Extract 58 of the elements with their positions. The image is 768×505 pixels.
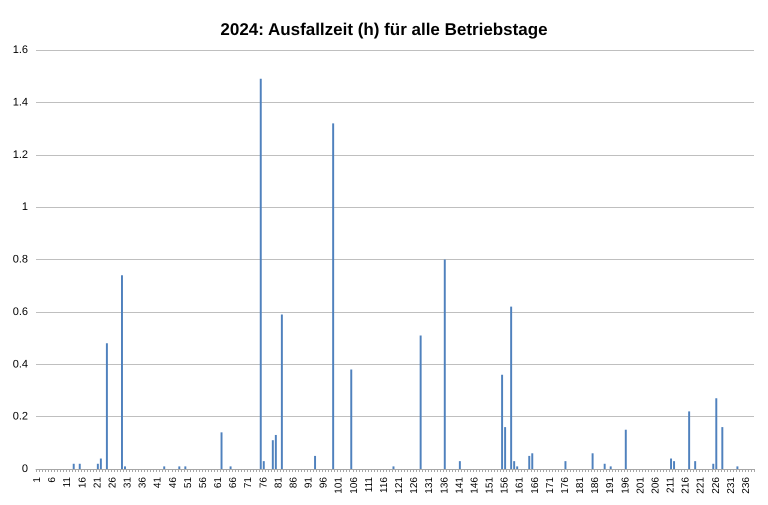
x-tick-label: 56	[198, 476, 209, 488]
x-tick-label: 191	[605, 476, 616, 494]
y-tick-label: 1.2	[12, 148, 28, 161]
x-tick-label: 11	[62, 476, 74, 488]
x-tick-label: 31	[122, 476, 134, 488]
x-tick-label: 41	[152, 476, 164, 488]
y-tick-label: 0.4	[12, 358, 28, 370]
x-tick-label: 121	[394, 476, 406, 494]
y-tick-label: 0.8	[12, 254, 28, 266]
x-tick-label: 131	[424, 476, 436, 494]
x-tick-label: 221	[696, 476, 707, 494]
x-tick-label: 211	[666, 476, 677, 493]
x-tick-label: 96	[318, 476, 330, 488]
x-tick-label: 231	[726, 476, 737, 494]
x-tick-label: 6	[47, 476, 58, 483]
x-tick-label: 51	[182, 476, 194, 488]
x-tick-label: 166	[530, 476, 541, 494]
x-tick-label: 46	[168, 476, 179, 488]
y-tick-label: 1.4	[12, 96, 28, 108]
x-tick-label: 106	[348, 476, 360, 494]
x-tick-label: 1	[32, 476, 44, 483]
chart-title: 2024: Ausfallzeit (h) für alle Betriebstage	[220, 20, 548, 39]
x-tick-label: 81	[273, 476, 284, 488]
y-tick-label: 0	[22, 463, 28, 475]
x-tick-label: 126	[409, 476, 420, 494]
x-tick-label: 101	[334, 476, 345, 494]
x-tick-label: 196	[620, 476, 632, 494]
x-tick-label: 201	[635, 476, 646, 494]
x-tick-label: 91	[304, 476, 315, 488]
x-tick-label: 161	[514, 476, 526, 494]
y-tick-label: 0.2	[12, 410, 28, 423]
x-tick-label: 216	[680, 476, 692, 494]
x-tick-label: 176	[560, 476, 571, 494]
x-tick-label: 61	[213, 476, 224, 488]
x-tick-label: 76	[258, 476, 270, 488]
x-tick-label: 156	[500, 476, 511, 494]
x-tick-label: 66	[228, 476, 240, 488]
x-tick-label: 26	[107, 476, 118, 488]
x-tick-label: 36	[138, 476, 149, 488]
x-tick-label: 146	[469, 476, 480, 494]
x-tick-label: 111	[364, 476, 375, 492]
x-tick-label: 181	[575, 476, 586, 494]
x-tick-label: 206	[650, 476, 662, 494]
x-tick-label: 141	[454, 476, 466, 494]
y-tick-label: 0.6	[12, 306, 28, 318]
x-tick-label: 226	[710, 476, 722, 494]
x-tick-label: 171	[544, 476, 556, 494]
x-tick-label: 136	[439, 476, 450, 494]
x-tick-label: 21	[92, 476, 104, 488]
x-tick-label: 151	[484, 476, 496, 494]
x-tick-label: 116	[378, 476, 390, 493]
y-tick-label: 1.6	[12, 44, 28, 56]
x-tick-label: 236	[740, 476, 752, 494]
x-tick-label: 71	[243, 476, 254, 488]
y-tick-label: 1	[22, 201, 28, 214]
x-tick-label: 186	[590, 476, 602, 494]
x-tick-label: 86	[288, 476, 300, 488]
x-tick-label: 16	[77, 476, 88, 488]
